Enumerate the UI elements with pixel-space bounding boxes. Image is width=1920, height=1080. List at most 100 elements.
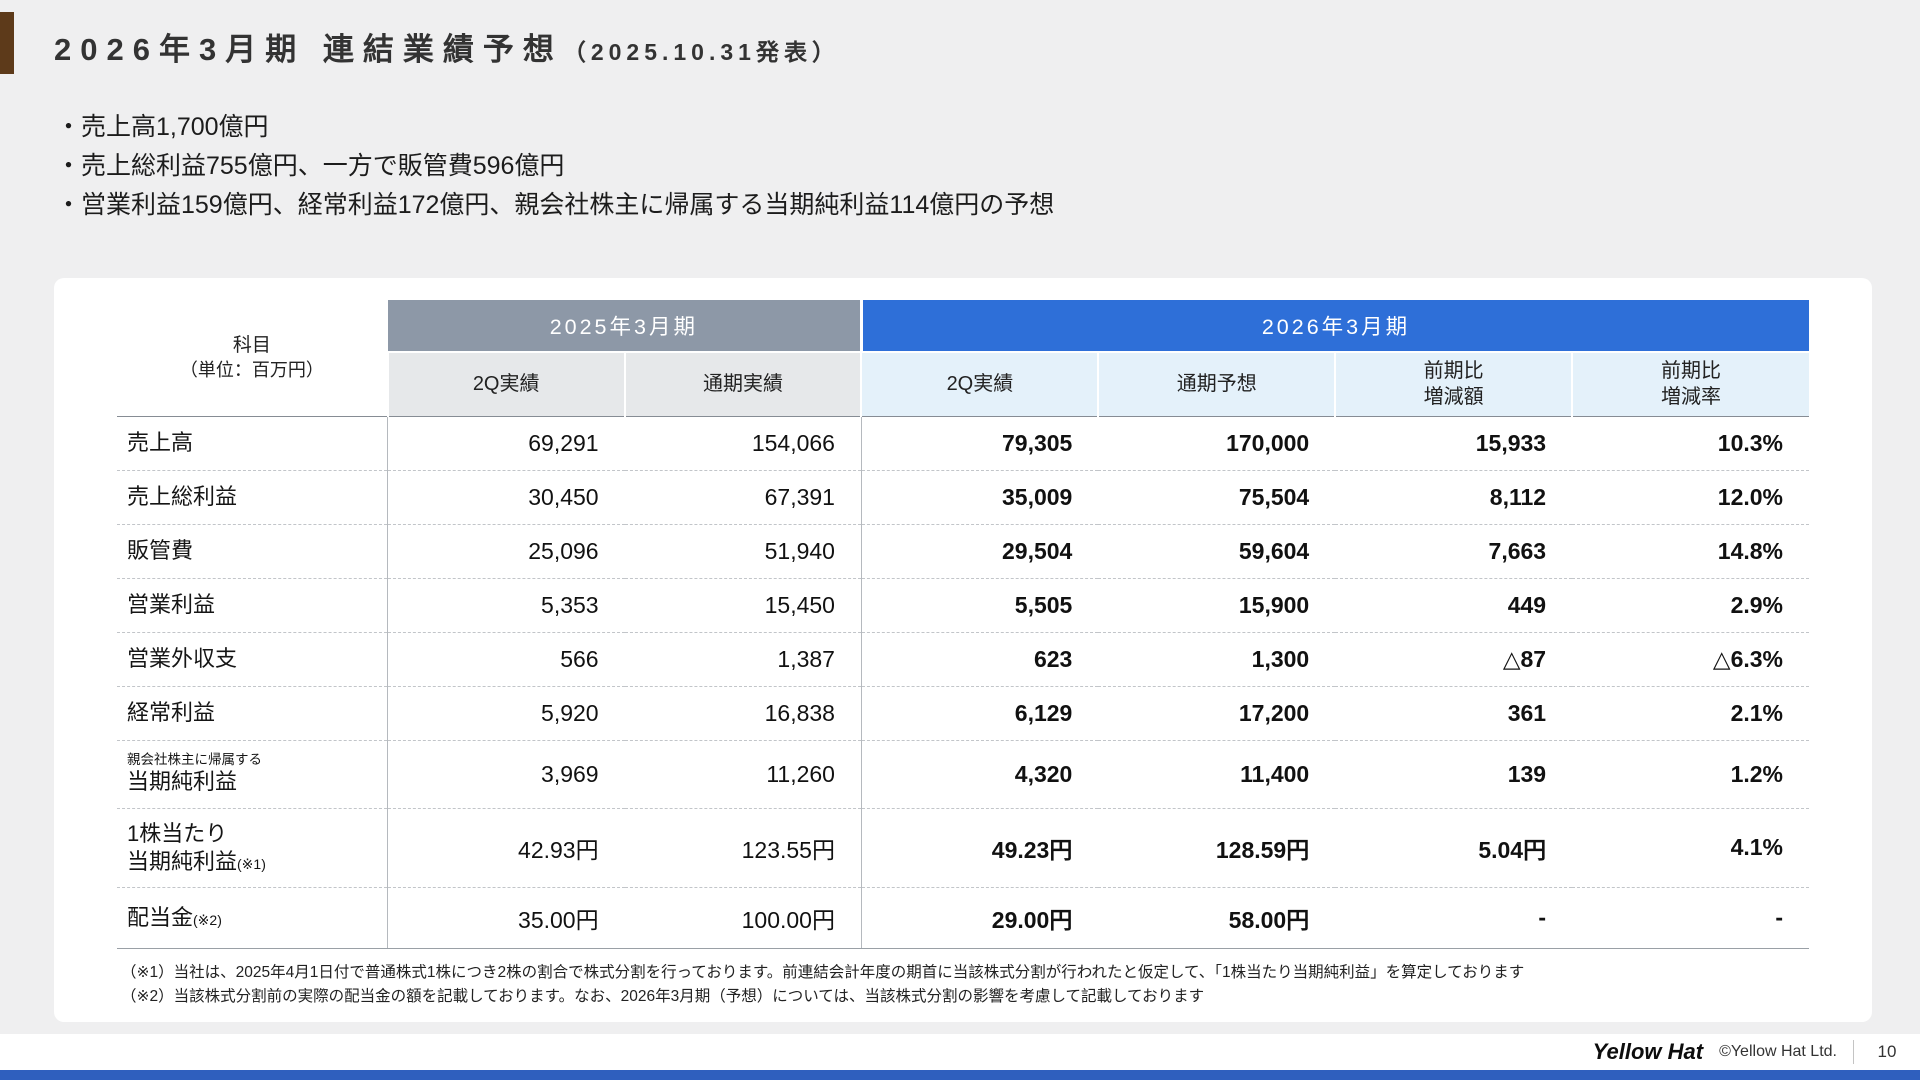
row-label: 営業外収支: [117, 632, 389, 687]
cell: 12.0%: [1572, 470, 1809, 525]
cell: 67,391: [624, 470, 862, 525]
cell: 139: [1335, 740, 1573, 809]
cell: 6,129: [860, 686, 1099, 741]
cell: 14.8%: [1572, 524, 1809, 579]
footnote: （※1）当社は、2025年4月1日付で普通株式1株につき2株の割合で株式分割を行…: [121, 963, 1525, 981]
page-title-main: 2026年3月期 連結業績予想: [54, 32, 563, 67]
column-header-row: 2Q実績 通期実績 2Q実績 通期予想 前期比 増減額 前期比 増減率: [117, 351, 1809, 417]
cell: -: [1335, 887, 1573, 949]
cell: 11,400: [1098, 740, 1336, 809]
cell: 79,305: [860, 416, 1099, 471]
column-header-0: 2Q実績: [386, 351, 625, 417]
cell: 128.59円: [1098, 808, 1336, 888]
financial-table: 科目 （単位：百万円） 2025年3月期 2026年3月期 2Q実績 通期実績 2Q…: [117, 300, 1809, 949]
yellowhat-logo: Yellow Hat: [1592, 1039, 1704, 1064]
cell: 11,260: [624, 740, 862, 809]
row-label: 経常利益: [117, 686, 389, 741]
summary-bullet: ・売上総利益755億円、一方で販管費596億円: [56, 152, 565, 180]
cell: △87: [1335, 632, 1573, 687]
cell: 154,066: [624, 416, 862, 471]
cell: 1,300: [1098, 632, 1336, 687]
row-label: 営業利益: [117, 578, 389, 633]
table-row: 売上高 69,291 154,066 79,305 170,000 15,933 10.3%: [117, 416, 1809, 471]
corner-label: 科目: [232, 334, 271, 356]
cell: 449: [1335, 578, 1573, 633]
table-row: 営業利益 5,353 15,450 5,505 15,900 449 2.9%: [117, 578, 1809, 633]
cell: 10.3%: [1572, 416, 1809, 471]
cell: 623: [860, 632, 1099, 687]
cell: 566: [387, 632, 625, 687]
cell: △6.3%: [1572, 632, 1809, 687]
cell: 5,353: [387, 578, 625, 633]
table-row: 経常利益 5,920 16,838 6,129 17,200 361 2.1%: [117, 686, 1809, 741]
cell: 2.9%: [1572, 578, 1809, 633]
slide-footer: Yellow Hat ©Yellow Hat Ltd. 10: [0, 1034, 1920, 1070]
cell: 8,112: [1335, 470, 1573, 525]
corner-unit-label: （単位：百万円）: [179, 360, 324, 381]
group-header-fy2025: 2025年3月期: [387, 300, 862, 352]
cell: 5,920: [387, 686, 625, 741]
column-header-5: 前期比 増減率: [1571, 351, 1809, 417]
cell: 29.00円: [860, 887, 1099, 949]
cell: 35,009: [860, 470, 1099, 525]
summary-bullet: ・営業利益159億円、経常利益172億円、親会社株主に帰属する当期純利益114億…: [56, 191, 1055, 219]
title-accent-bar: [0, 12, 14, 74]
footnote: （※2）当該株式分割前の実際の配当金の額を記載しております。なお、2026年3月…: [121, 987, 1205, 1005]
footer-divider: [1853, 1040, 1854, 1064]
column-header-3: 通期予想: [1097, 351, 1336, 417]
cell: 42.93円: [387, 808, 625, 888]
cell: 35.00円: [387, 887, 625, 949]
table-row: 親会社株主に帰属する 当期純利益 3,969 11,260 4,320 11,400 139…: [117, 740, 1809, 809]
cell: 17,200: [1098, 686, 1336, 741]
cell: 25,096: [387, 524, 625, 579]
row-label: 販管費: [117, 524, 389, 579]
row-label: 親会社株主に帰属する 当期純利益: [117, 740, 389, 809]
column-header-4: 前期比 増減額: [1334, 351, 1573, 417]
row-label: 売上高: [117, 416, 389, 471]
table-row: 営業外収支 566 1,387 623 1,300 △87 △6.3%: [117, 632, 1809, 687]
cell: 15,933: [1335, 416, 1573, 471]
slide-header: 2026年3月期 連結業績予想（2025.10.31発表）: [0, 0, 1920, 74]
cell: 3,969: [387, 740, 625, 809]
cell: 4.1%: [1572, 808, 1809, 888]
cell: 7,663: [1335, 524, 1573, 579]
row-label: 売上総利益: [117, 470, 389, 525]
footnote-marker: (※1): [237, 855, 266, 872]
table-body: 売上高 69,291 154,066 79,305 170,000 15,933 10.3%…: [117, 416, 1809, 949]
cell: -: [1572, 887, 1809, 949]
table-row: 販管費 25,096 51,940 29,504 59,604 7,663 14.8%: [117, 524, 1809, 579]
copyright-text: ©Yellow Hat Ltd.: [1719, 1043, 1837, 1060]
cell: 58.00円: [1098, 887, 1336, 949]
cell: 59,604: [1098, 524, 1336, 579]
forecast-card: 科目 （単位：百万円） 2025年3月期 2026年3月期 2Q実績 通期実績 2Q…: [54, 278, 1872, 1022]
cell: 4,320: [860, 740, 1099, 809]
cell: 30,450: [387, 470, 625, 525]
table-row: 売上総利益 30,450 67,391 35,009 75,504 8,112 12.0%: [117, 470, 1809, 525]
table-corner-header: 科目 （単位：百万円）: [117, 300, 388, 417]
cell: 361: [1335, 686, 1573, 741]
cell: 75,504: [1098, 470, 1336, 525]
table-footnotes: （※1）当社は、2025年4月1日付で普通株式1株につき2株の割合で株式分割を行…: [117, 961, 1809, 1009]
group-header-fy2026: 2026年3月期: [859, 300, 1809, 352]
summary-bullets: ・売上高1,700億円・売上総利益755億円、一方で販管費596億円・営業利益1…: [56, 108, 1920, 225]
page-number: 10: [1877, 1042, 1897, 1061]
cell: 170,000: [1098, 416, 1336, 471]
page-title: 2026年3月期 連結業績予想（2025.10.31発表）: [54, 24, 840, 69]
summary-bullet: ・売上高1,700億円: [56, 113, 269, 141]
cell: 29,504: [860, 524, 1099, 579]
cell: 69,291: [387, 416, 625, 471]
cell: 5.04円: [1335, 808, 1573, 888]
cell: 51,940: [624, 524, 862, 579]
table-row: 1株当たり 当期純利益(※1) 42.93円 123.55円 49.23円 128.59円…: [117, 808, 1809, 888]
cell: 1.2%: [1572, 740, 1809, 809]
cell: 16,838: [624, 686, 862, 741]
column-header-2: 2Q実績: [860, 351, 1099, 417]
cell: 15,900: [1098, 578, 1336, 633]
cell: 49.23円: [860, 808, 1099, 888]
page-title-sub: （2025.10.31発表）: [562, 39, 840, 65]
row-label: 1株当たり 当期純利益(※1): [117, 808, 389, 888]
column-header-1: 通期実績: [623, 351, 862, 417]
cell: 100.00円: [624, 887, 862, 949]
cell: 123.55円: [624, 808, 862, 888]
